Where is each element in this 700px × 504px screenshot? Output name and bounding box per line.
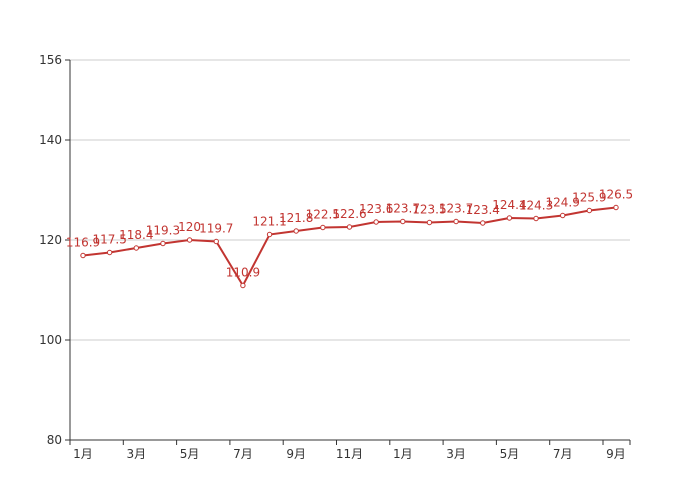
data-point[interactable] <box>293 228 299 234</box>
data-point[interactable] <box>186 237 193 243</box>
x-tick-label: 11月 <box>336 447 363 461</box>
data-point[interactable] <box>160 240 166 247</box>
data-label: 121.8 <box>279 211 313 225</box>
x-tick-label: 7月 <box>233 447 253 461</box>
data-label: 125.9 <box>572 191 606 205</box>
data-label: 110.9 <box>226 266 260 280</box>
data-point[interactable] <box>400 218 406 225</box>
data-point[interactable] <box>373 219 379 225</box>
data-point[interactable] <box>453 218 459 225</box>
x-tick-label: 3月 <box>446 447 466 461</box>
data-label: 123.5 <box>412 203 446 217</box>
data-label: 126.5 <box>599 188 633 202</box>
x-tick-label: 9月 <box>606 447 626 461</box>
data-label: 123.7 <box>439 202 473 216</box>
x-tick-label: 5月 <box>500 447 520 461</box>
data-point[interactable] <box>240 282 246 289</box>
data-point[interactable] <box>266 231 273 238</box>
y-tick-label: 140 <box>39 133 62 147</box>
grid-layer <box>70 59 630 341</box>
data-point[interactable] <box>613 204 619 211</box>
data-point[interactable] <box>586 207 593 214</box>
data-point[interactable] <box>506 215 513 221</box>
x-tick-label: 7月 <box>553 447 573 461</box>
data-point[interactable] <box>480 220 486 226</box>
data-label: 124.3 <box>519 199 553 213</box>
data-point[interactable] <box>80 252 86 259</box>
data-point[interactable] <box>560 212 566 219</box>
data-label: 117.5 <box>92 233 126 247</box>
data-labels-layer: 116.9117.5118.4119.3120119.7110.9121.112… <box>66 188 633 280</box>
data-point[interactable] <box>426 219 433 226</box>
data-label: 123.4 <box>466 203 500 217</box>
data-point[interactable] <box>106 249 113 256</box>
data-label: 124.4 <box>492 198 526 212</box>
y-tick-label: 120 <box>39 233 62 247</box>
data-point[interactable] <box>533 215 539 222</box>
data-label: 123.6 <box>359 202 393 216</box>
data-label: 123.7 <box>386 202 420 216</box>
y-tick-label: 100 <box>39 333 62 347</box>
data-label: 116.9 <box>66 236 100 250</box>
data-label: 122.5 <box>306 208 340 222</box>
y-tick-label: 156 <box>39 53 62 67</box>
x-tick-label: 5月 <box>180 447 200 461</box>
axes-layer: 80 100 120 140 156 1月 3月 5月 7月 9月 11月 1月 3月 5月 7月 9月 <box>39 53 631 461</box>
data-label: 119.7 <box>199 222 233 236</box>
data-label: 119.3 <box>146 224 180 238</box>
data-label: 124.9 <box>546 196 580 210</box>
y-tick-label: 80 <box>47 433 62 447</box>
x-tick-label: 1月 <box>393 447 413 461</box>
x-tick-label: 3月 <box>126 447 146 461</box>
data-label: 121.1 <box>252 215 286 229</box>
x-tick-label: 1月 <box>73 447 93 461</box>
data-point[interactable] <box>346 224 353 230</box>
data-label: 118.4 <box>119 228 153 242</box>
data-point[interactable] <box>213 238 219 245</box>
data-label: 122.6 <box>332 207 366 221</box>
data-point[interactable] <box>320 224 326 231</box>
data-label: 120 <box>178 220 201 234</box>
data-point[interactable] <box>133 245 140 251</box>
x-tick-label: 9月 <box>286 447 306 461</box>
data-points-layer <box>80 204 619 289</box>
